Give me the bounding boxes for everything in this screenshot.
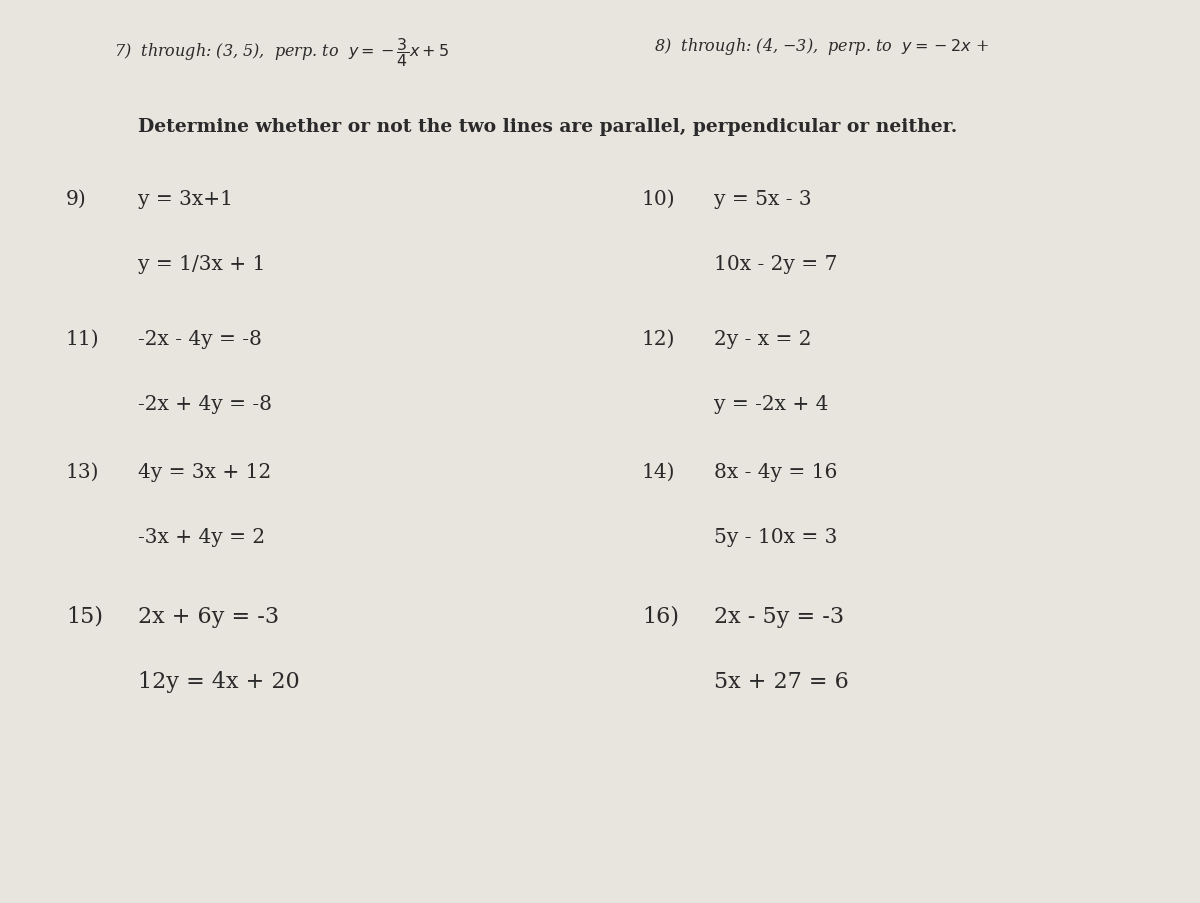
Text: 7)  through: (3, 5),  perp. to  $y = -\dfrac{3}{4}x + 5$: 7) through: (3, 5), perp. to $y = -\dfra… — [114, 36, 449, 69]
Text: 2x + 6y = -3: 2x + 6y = -3 — [138, 605, 280, 627]
Text: 8)  through: (4, $-$3),  perp. to  $y = -2x$ +: 8) through: (4, $-$3), perp. to $y = -2x… — [654, 36, 989, 57]
Text: 8x - 4y = 16: 8x - 4y = 16 — [714, 462, 838, 481]
Text: 13): 13) — [66, 462, 100, 481]
Text: 12): 12) — [642, 330, 676, 349]
Text: Determine whether or not the two lines are parallel, perpendicular or neither.: Determine whether or not the two lines a… — [138, 117, 958, 135]
Text: y = 1/3x + 1: y = 1/3x + 1 — [138, 255, 265, 274]
Text: y = 3x+1: y = 3x+1 — [138, 190, 233, 209]
Text: -2x + 4y = -8: -2x + 4y = -8 — [138, 395, 272, 414]
Text: y = -2x + 4: y = -2x + 4 — [714, 395, 828, 414]
Text: 16): 16) — [642, 605, 679, 627]
Text: 5y - 10x = 3: 5y - 10x = 3 — [714, 527, 838, 546]
Text: 2x - 5y = -3: 2x - 5y = -3 — [714, 605, 844, 627]
Text: 11): 11) — [66, 330, 100, 349]
Text: 10): 10) — [642, 190, 676, 209]
Text: 12y = 4x + 20: 12y = 4x + 20 — [138, 670, 300, 692]
Text: 10x - 2y = 7: 10x - 2y = 7 — [714, 255, 838, 274]
Text: -2x - 4y = -8: -2x - 4y = -8 — [138, 330, 262, 349]
Text: y = 5x - 3: y = 5x - 3 — [714, 190, 811, 209]
Text: 4y = 3x + 12: 4y = 3x + 12 — [138, 462, 271, 481]
Text: 9): 9) — [66, 190, 86, 209]
Text: 14): 14) — [642, 462, 676, 481]
Text: 5x + 27 = 6: 5x + 27 = 6 — [714, 670, 848, 692]
Text: 2y - x = 2: 2y - x = 2 — [714, 330, 811, 349]
Text: 15): 15) — [66, 605, 103, 627]
Text: -3x + 4y = 2: -3x + 4y = 2 — [138, 527, 265, 546]
